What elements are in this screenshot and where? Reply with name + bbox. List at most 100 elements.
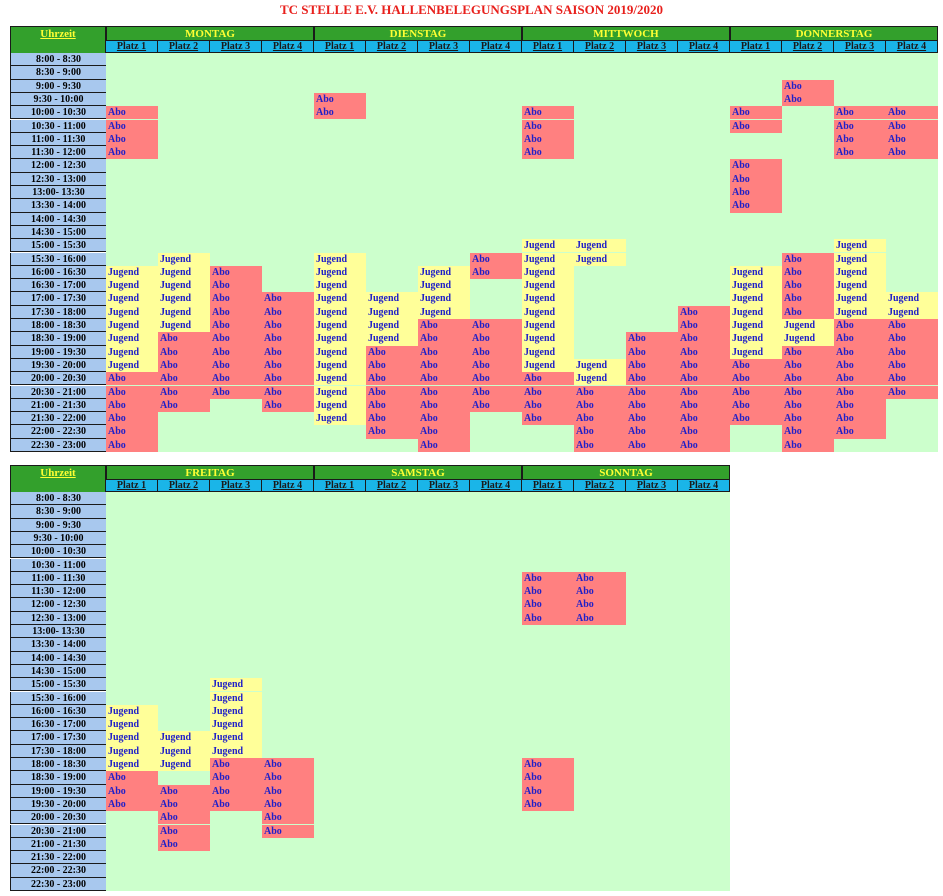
booking-jugend: Jugend <box>366 292 418 306</box>
booking-jugend: Jugend <box>418 265 470 280</box>
booking-jugend: Jugend <box>886 305 938 319</box>
court-header: Platz 2 <box>366 41 418 53</box>
booking-abo: Abo <box>730 372 782 386</box>
booking-abo: Abo <box>834 345 886 359</box>
court-header: Platz 4 <box>262 41 314 53</box>
time-slot-label: 19:00 - 19:30 <box>10 345 106 359</box>
court-header: Platz 2 <box>158 41 210 53</box>
booking-abo: Abo <box>210 345 262 359</box>
booking-abo: Abo <box>678 332 730 346</box>
booking-abo: Abo <box>626 425 678 439</box>
time-slot-label: 12:30 - 13:00 <box>10 172 106 186</box>
booking-abo: Abo <box>106 106 158 120</box>
booking-abo: Abo <box>522 412 574 426</box>
booking-jugend: Jugend <box>106 265 158 280</box>
booking-abo: Abo <box>886 146 938 160</box>
booking-jugend: Jugend <box>522 305 574 319</box>
booking-abo: Abo <box>106 398 158 413</box>
day-header-dienstag: DIENSTAG <box>314 26 522 41</box>
court-header: Platz 3 <box>834 41 886 53</box>
booking-abo: Abo <box>314 106 366 120</box>
time-slot-label: 22:00 - 22:30 <box>10 864 106 878</box>
booking-jugend: Jugend <box>158 731 210 745</box>
court-header: Platz 4 <box>470 41 522 53</box>
booking-abo: Abo <box>470 345 522 359</box>
booking-abo: Abo <box>834 412 886 426</box>
booking-abo: Abo <box>522 758 574 772</box>
court-header: Platz 1 <box>106 41 158 53</box>
booking-abo: Abo <box>574 385 626 399</box>
booking-abo: Abo <box>210 771 262 785</box>
time-slot-label: 16:30 - 17:00 <box>10 718 106 732</box>
court-header: Platz 2 <box>782 41 834 53</box>
booking-abo: Abo <box>886 319 938 333</box>
uhrzeit-header-fill <box>10 480 106 492</box>
booking-jugend: Jugend <box>730 319 782 333</box>
court-header: Platz 4 <box>678 41 730 53</box>
booking-abo: Abo <box>626 412 678 426</box>
time-slot-label: 18:30 - 19:00 <box>10 332 106 346</box>
time-slot-label: 14:30 - 15:00 <box>10 225 106 240</box>
booking-abo: Abo <box>314 92 366 107</box>
booking-abo: Abo <box>262 305 314 319</box>
time-slot-label: 14:00 - 14:30 <box>10 651 106 665</box>
booking-abo: Abo <box>158 797 210 812</box>
uhrzeit-header: Uhrzeit <box>10 26 106 41</box>
booking-abo: Abo <box>262 811 314 825</box>
booking-abo: Abo <box>782 92 834 107</box>
booking-abo: Abo <box>106 438 158 452</box>
booking-jugend: Jugend <box>782 319 834 333</box>
booking-abo: Abo <box>886 332 938 346</box>
booking-jugend: Jugend <box>730 292 782 306</box>
booking-jugend: Jugend <box>314 385 366 399</box>
booking-abo: Abo <box>522 598 574 612</box>
booking-abo: Abo <box>418 358 470 373</box>
booking-jugend: Jugend <box>314 412 366 426</box>
booking-abo: Abo <box>210 385 262 399</box>
booking-abo: Abo <box>470 372 522 386</box>
court-header: Platz 3 <box>418 41 470 53</box>
booking-abo: Abo <box>470 398 522 413</box>
booking-abo: Abo <box>782 412 834 426</box>
booking-abo: Abo <box>574 398 626 413</box>
time-slot-label: 20:30 - 21:00 <box>10 385 106 399</box>
booking-jugend: Jugend <box>522 332 574 346</box>
booking-abo: Abo <box>158 345 210 359</box>
booking-abo: Abo <box>210 358 262 373</box>
booking-abo: Abo <box>210 265 262 280</box>
booking-jugend: Jugend <box>522 292 574 306</box>
time-slot-label: 20:00 - 20:30 <box>10 811 106 825</box>
court-header: Platz 1 <box>730 41 782 53</box>
booking-jugend: Jugend <box>314 252 366 266</box>
booking-abo: Abo <box>210 279 262 293</box>
booking-jugend: Jugend <box>522 345 574 359</box>
booking-jugend: Jugend <box>366 319 418 333</box>
booking-abo: Abo <box>418 372 470 386</box>
booking-abo: Abo <box>210 332 262 346</box>
booking-abo: Abo <box>730 358 782 373</box>
booking-abo: Abo <box>418 412 470 426</box>
booking-abo: Abo <box>106 425 158 439</box>
booking-abo: Abo <box>210 305 262 319</box>
booking-abo: Abo <box>886 372 938 386</box>
day-header-mittwoch: MITTWOCH <box>522 26 730 41</box>
booking-abo: Abo <box>574 412 626 426</box>
booking-jugend: Jugend <box>314 319 366 333</box>
booking-abo: Abo <box>834 372 886 386</box>
booking-abo: Abo <box>106 797 158 812</box>
booking-jugend: Jugend <box>158 279 210 293</box>
booking-abo: Abo <box>470 332 522 346</box>
booking-abo: Abo <box>834 425 886 439</box>
booking-abo: Abo <box>782 345 834 359</box>
booking-jugend: Jugend <box>834 239 886 253</box>
time-slot-label: 22:30 - 23:00 <box>10 877 106 891</box>
booking-jugend: Jugend <box>314 279 366 293</box>
booking-abo: Abo <box>678 412 730 426</box>
time-slot-label: 11:00 - 11:30 <box>10 132 106 147</box>
court-header: Platz 4 <box>470 480 522 492</box>
booking-abo: Abo <box>782 79 834 93</box>
booking-abo: Abo <box>782 438 834 452</box>
booking-abo: Abo <box>834 146 886 160</box>
booking-abo: Abo <box>626 372 678 386</box>
time-slot-label: 16:00 - 16:30 <box>10 265 106 280</box>
